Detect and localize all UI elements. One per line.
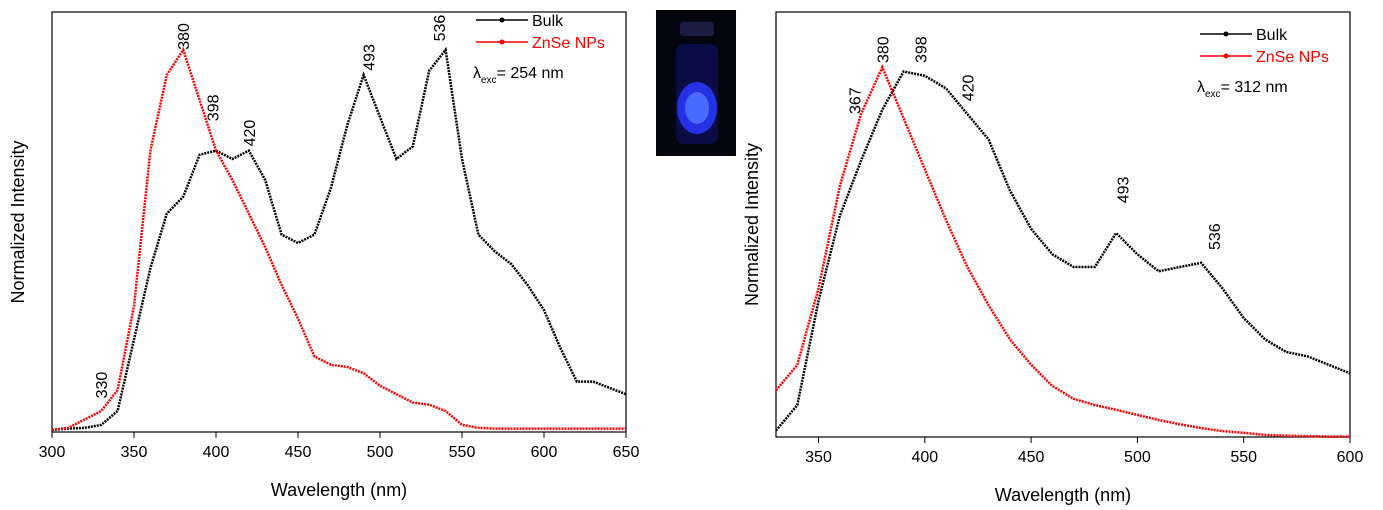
x-tick-label: 550 (449, 444, 476, 461)
peak-label: 398 (206, 94, 223, 121)
peak-label: 330 (94, 372, 111, 399)
x-tick-label: 650 (613, 444, 640, 461)
excitation-subscript: exc (481, 75, 497, 86)
legend-marker (1223, 53, 1229, 59)
x-tick-label: 550 (1230, 449, 1257, 466)
series-line (775, 70, 1351, 432)
excitation-label: λexc= 312 nm (1197, 79, 1288, 100)
y-axis-label: Normalized Intensity (8, 140, 28, 303)
peak-label: 398 (914, 36, 931, 63)
legend-label: Bulk (532, 13, 564, 30)
peak-label: 536 (432, 15, 449, 42)
x-tick-label: 300 (39, 444, 66, 461)
excitation-label: λexc= 254 nm (473, 65, 564, 86)
legend-marker (499, 39, 505, 45)
x-tick-label: 400 (911, 449, 938, 466)
plot-frame (775, 11, 1351, 438)
plot-frame (51, 11, 627, 433)
excitation-text: = 312 nm (1221, 79, 1288, 96)
peak-label: 380 (176, 23, 193, 50)
x-tick-label: 600 (1337, 449, 1364, 466)
x-tick-label: 350 (805, 449, 832, 466)
y-axis-label: Normalized Intensity (742, 143, 762, 306)
series-line (51, 46, 626, 432)
peak-label: 367 (848, 87, 865, 114)
series-line (775, 64, 1350, 438)
x-tick-label: 500 (1124, 449, 1151, 466)
excitation-subscript: exc (1205, 89, 1221, 100)
x-axis-label: Wavelength (nm) (271, 480, 407, 500)
excitation-text: = 254 nm (497, 65, 564, 82)
peak-label: 420 (242, 120, 259, 147)
series-line (51, 46, 627, 432)
x-tick-label: 350 (121, 444, 148, 461)
excitation-symbol: λ (1197, 79, 1205, 96)
peak-label: 420 (960, 74, 977, 101)
x-tick-label: 600 (531, 444, 558, 461)
legend-marker (499, 17, 505, 23)
x-tick-label: 450 (285, 444, 312, 461)
legend-label: Bulk (1256, 27, 1288, 44)
peak-label: 536 (1207, 223, 1224, 250)
peak-label: 380 (875, 36, 892, 63)
excitation-symbol: λ (473, 65, 481, 82)
legend-label: ZnSe NPs (1256, 49, 1329, 66)
x-tick-label: 500 (367, 444, 394, 461)
legend-marker (1223, 31, 1229, 37)
x-tick-label: 450 (1018, 449, 1045, 466)
x-tick-label: 400 (203, 444, 230, 461)
peak-label: 493 (362, 44, 379, 71)
x-axis-label: Wavelength (nm) (995, 485, 1131, 505)
legend-label: ZnSe NPs (532, 35, 605, 52)
peak-label: 493 (1116, 176, 1133, 203)
vial-photo (656, 10, 736, 156)
